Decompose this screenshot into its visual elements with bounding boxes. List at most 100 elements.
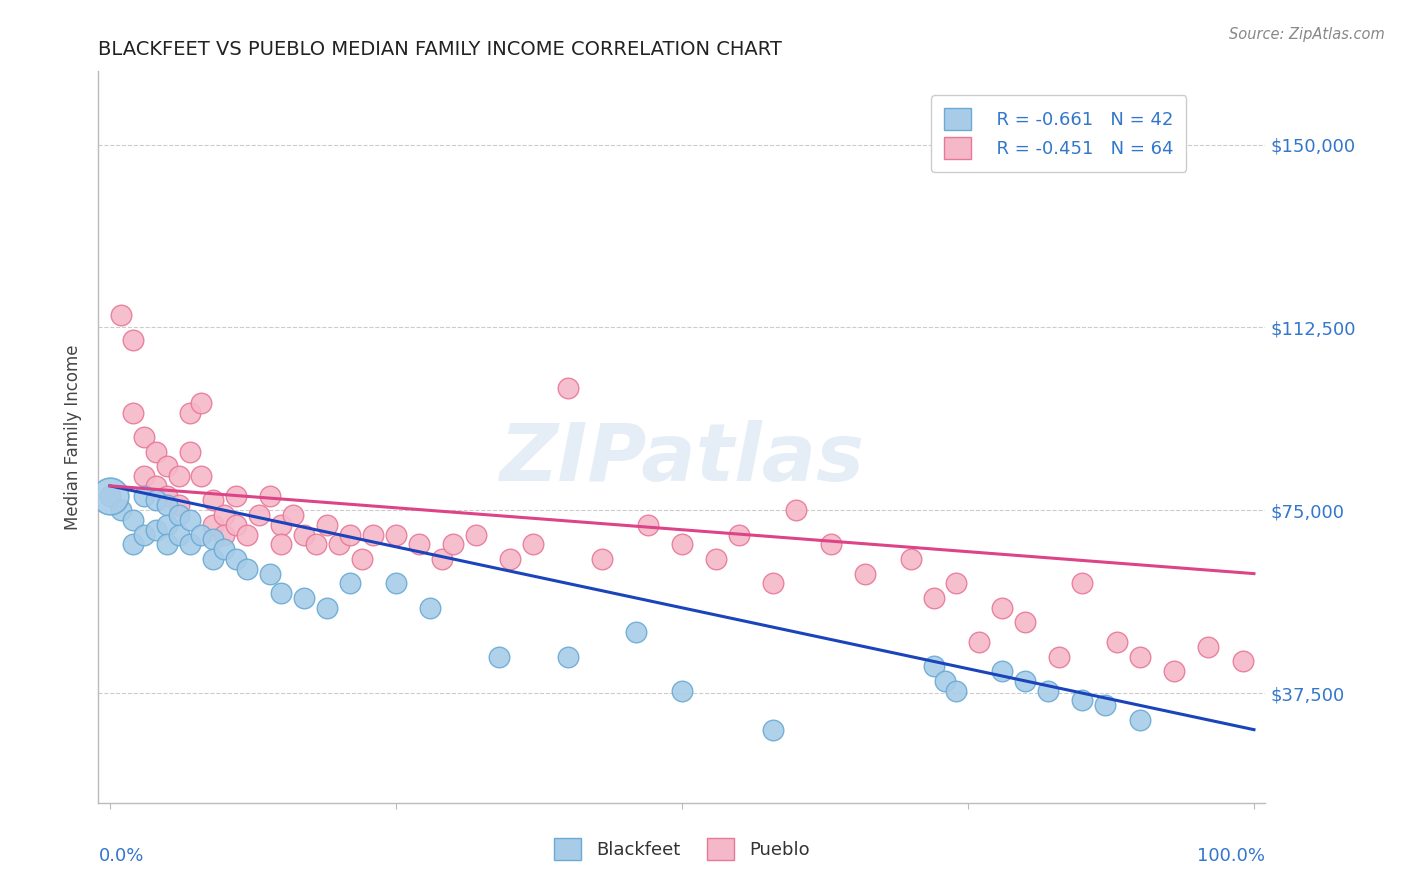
Point <box>167 469 190 483</box>
Point <box>110 503 132 517</box>
Point <box>201 517 224 532</box>
Point <box>991 600 1014 615</box>
Point <box>134 527 156 541</box>
Point <box>1014 673 1036 688</box>
Point <box>522 537 544 551</box>
Point <box>1163 664 1185 678</box>
Point <box>1071 576 1094 591</box>
Point <box>259 489 281 503</box>
Point <box>350 552 373 566</box>
Point <box>488 649 510 664</box>
Point <box>820 537 842 551</box>
Point <box>339 576 361 591</box>
Point <box>270 586 292 600</box>
Point <box>236 562 259 576</box>
Point <box>190 527 212 541</box>
Point <box>179 406 201 420</box>
Text: Source: ZipAtlas.com: Source: ZipAtlas.com <box>1229 27 1385 42</box>
Legend: Blackfeet, Pueblo: Blackfeet, Pueblo <box>547 830 817 867</box>
Point <box>1036 683 1059 698</box>
Point <box>121 537 143 551</box>
Point <box>408 537 430 551</box>
Point <box>1071 693 1094 707</box>
Point <box>225 517 247 532</box>
Point <box>247 508 270 522</box>
Text: 100.0%: 100.0% <box>1198 847 1265 864</box>
Point <box>225 552 247 566</box>
Point <box>900 552 922 566</box>
Point <box>281 508 304 522</box>
Point <box>225 489 247 503</box>
Point <box>292 527 315 541</box>
Point <box>121 406 143 420</box>
Point <box>922 591 945 605</box>
Point <box>671 683 693 698</box>
Point <box>167 508 190 522</box>
Point <box>430 552 453 566</box>
Point <box>179 537 201 551</box>
Point <box>385 576 408 591</box>
Point <box>156 537 179 551</box>
Point <box>259 566 281 581</box>
Point <box>785 503 807 517</box>
Point <box>270 517 292 532</box>
Point <box>156 517 179 532</box>
Point <box>167 499 190 513</box>
Point <box>156 489 179 503</box>
Point <box>179 513 201 527</box>
Point <box>201 493 224 508</box>
Point <box>201 533 224 547</box>
Point <box>704 552 727 566</box>
Point <box>121 333 143 347</box>
Point <box>98 489 121 503</box>
Point <box>145 523 167 537</box>
Point <box>1232 654 1254 668</box>
Point <box>134 489 156 503</box>
Point <box>201 552 224 566</box>
Point <box>591 552 613 566</box>
Point <box>179 444 201 458</box>
Point <box>465 527 488 541</box>
Point <box>762 723 785 737</box>
Point <box>316 517 339 532</box>
Point <box>121 513 143 527</box>
Point <box>305 537 328 551</box>
Point <box>557 649 579 664</box>
Point <box>624 625 647 640</box>
Y-axis label: Median Family Income: Median Family Income <box>65 344 83 530</box>
Point <box>853 566 876 581</box>
Point <box>922 659 945 673</box>
Point <box>728 527 751 541</box>
Text: BLACKFEET VS PUEBLO MEDIAN FAMILY INCOME CORRELATION CHART: BLACKFEET VS PUEBLO MEDIAN FAMILY INCOME… <box>98 39 782 59</box>
Point <box>190 469 212 483</box>
Point <box>637 517 659 532</box>
Point <box>1197 640 1219 654</box>
Point <box>214 542 236 557</box>
Point <box>557 381 579 395</box>
Point <box>167 527 190 541</box>
Point <box>499 552 522 566</box>
Point <box>1094 698 1116 713</box>
Point <box>934 673 956 688</box>
Point <box>98 489 121 503</box>
Text: 0.0%: 0.0% <box>98 847 143 864</box>
Point <box>156 499 179 513</box>
Point <box>190 396 212 410</box>
Point <box>145 444 167 458</box>
Point <box>145 479 167 493</box>
Point <box>441 537 464 551</box>
Point <box>969 635 991 649</box>
Point <box>1014 615 1036 630</box>
Point <box>1049 649 1071 664</box>
Point <box>1128 713 1150 727</box>
Point <box>236 527 259 541</box>
Point <box>1128 649 1150 664</box>
Point <box>1105 635 1128 649</box>
Point <box>945 683 967 698</box>
Point <box>134 469 156 483</box>
Point <box>361 527 384 541</box>
Point <box>156 459 179 474</box>
Point <box>214 508 236 522</box>
Text: ZIPatlas: ZIPatlas <box>499 420 865 498</box>
Point <box>316 600 339 615</box>
